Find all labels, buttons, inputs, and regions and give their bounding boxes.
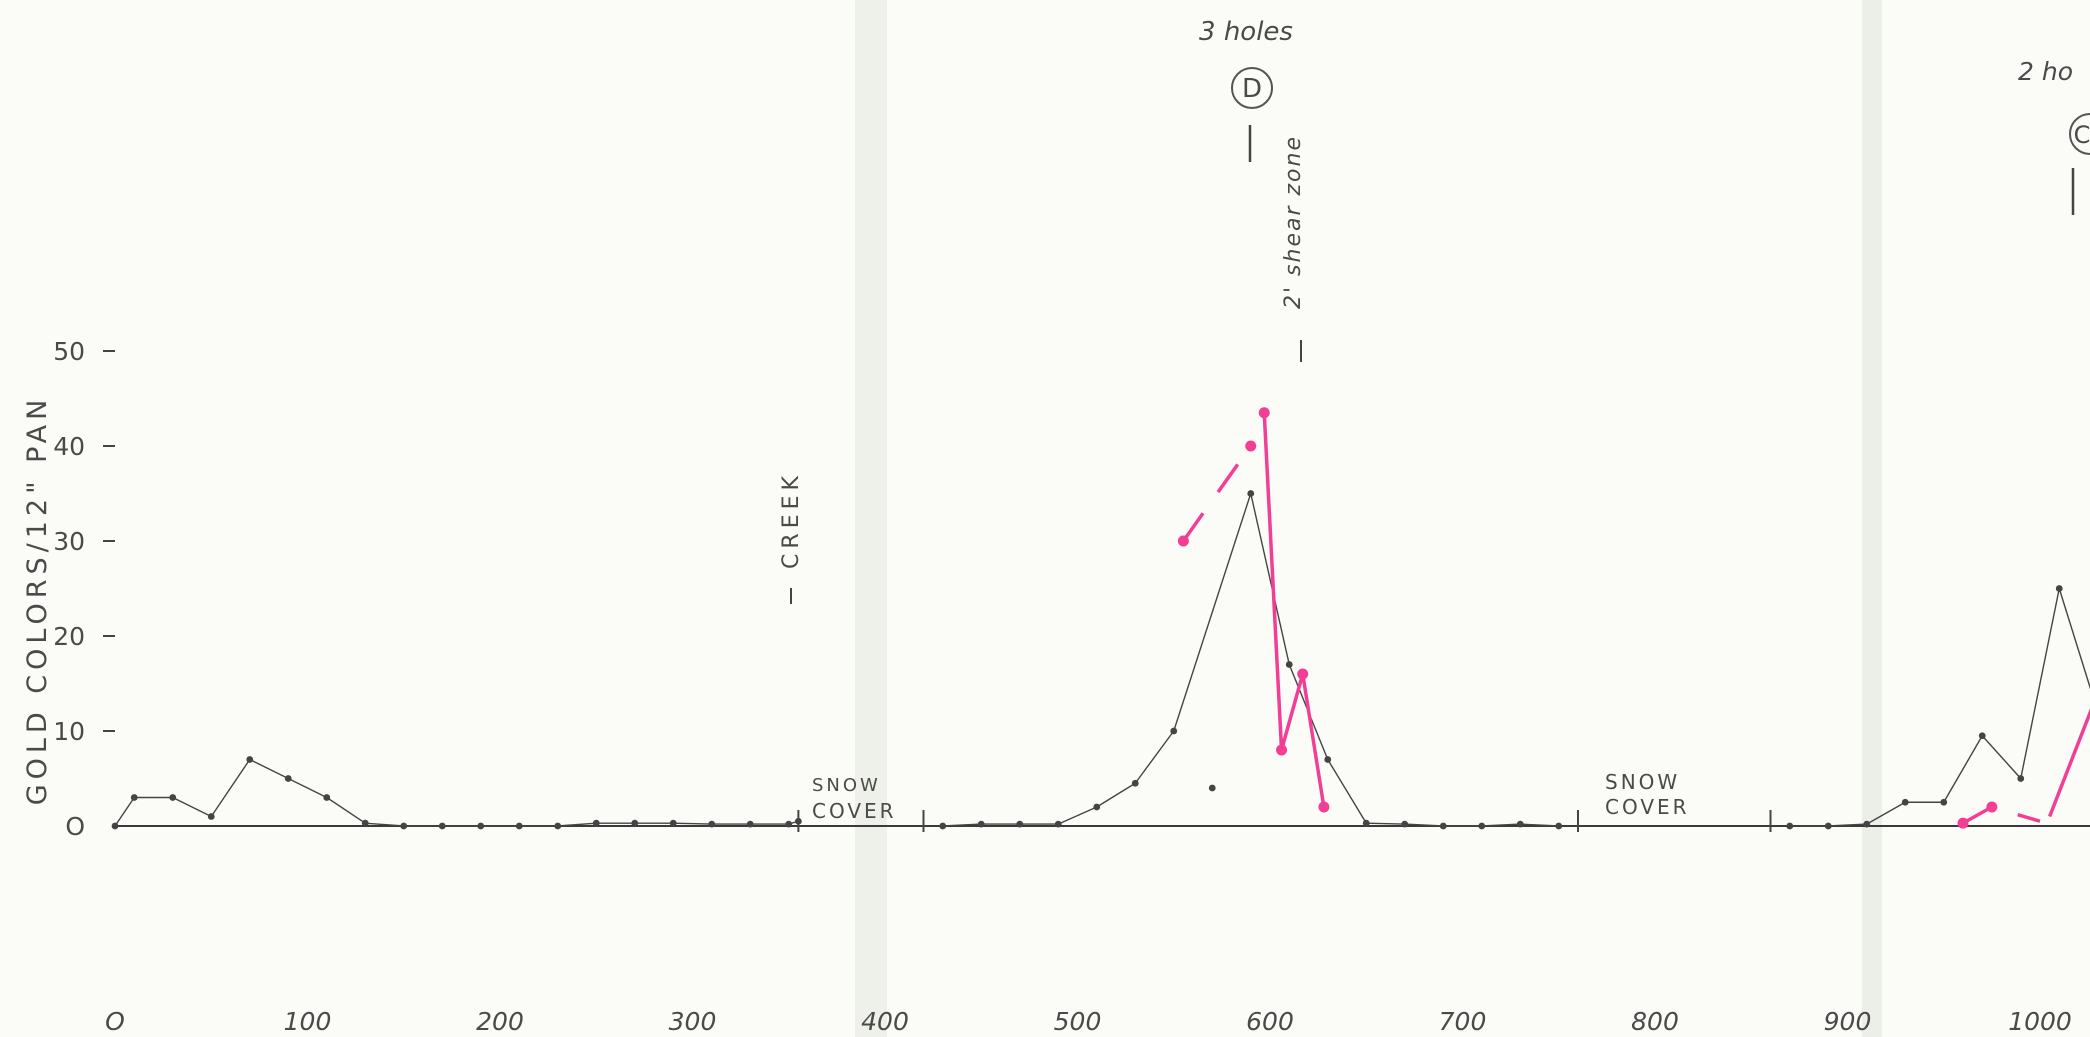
black-data-point bbox=[1978, 732, 1986, 740]
black-data-point bbox=[284, 775, 292, 782]
black-data-point bbox=[631, 819, 639, 827]
black-data-point bbox=[400, 822, 408, 830]
annotation-circle-d bbox=[1231, 67, 1273, 109]
black-data-point bbox=[1285, 661, 1293, 668]
y-axis-title: GOLD COLORS/12" PAN bbox=[22, 395, 53, 806]
black-data-point bbox=[2017, 775, 2025, 782]
pink-data-point bbox=[1297, 668, 1309, 680]
y-tick-label: 40 bbox=[53, 432, 85, 461]
x-tick-label: O bbox=[105, 1007, 125, 1036]
y-tick-label: 50 bbox=[53, 337, 85, 366]
series-layer bbox=[111, 407, 2090, 830]
annotation-holes-d: 3 holes bbox=[1199, 17, 1293, 47]
black-data-point bbox=[794, 817, 802, 825]
black-data-point bbox=[1131, 779, 1139, 787]
pink-series-line bbox=[2047, 708, 2090, 818]
black-data-point bbox=[1170, 727, 1178, 735]
x-tick-label: 400 bbox=[861, 1007, 909, 1036]
annotation-d-label: D bbox=[1242, 74, 1262, 104]
black-data-point bbox=[361, 819, 369, 827]
black-data-point bbox=[1093, 803, 1101, 811]
annotation-holes-c: 2 ho bbox=[2018, 57, 2073, 86]
x-tick-label: 300 bbox=[669, 1007, 717, 1036]
pink-data-point bbox=[1957, 817, 1969, 829]
black-data-point bbox=[554, 822, 562, 830]
x-tick-label: 800 bbox=[1631, 1007, 1679, 1036]
black-data-point bbox=[1054, 820, 1062, 828]
black-data-point bbox=[708, 820, 716, 828]
y-tick-label: O bbox=[65, 812, 85, 841]
annotation-c-label: C bbox=[2074, 121, 2090, 149]
x-tick-label: 500 bbox=[1054, 1007, 1102, 1036]
pink-series-line bbox=[1262, 412, 1326, 808]
paper-fold-shade bbox=[855, 0, 887, 1037]
annotation-creek: CREEK bbox=[779, 471, 804, 569]
black-data-point bbox=[669, 819, 677, 827]
black-data-point bbox=[746, 820, 754, 828]
black-data-point bbox=[1786, 822, 1794, 830]
black-data-point bbox=[1016, 820, 1024, 828]
x-tick-label: 700 bbox=[1439, 1007, 1487, 1036]
black-data-point bbox=[1401, 820, 1409, 828]
black-data-point bbox=[323, 794, 331, 801]
annotation-circle-c bbox=[2069, 113, 2090, 155]
annotation-cover-1: COVER bbox=[812, 799, 897, 823]
black-data-point bbox=[785, 820, 793, 828]
black-data-point bbox=[438, 822, 446, 830]
black-series-line bbox=[1789, 587, 2090, 827]
pink-data-point bbox=[1318, 801, 1330, 813]
black-data-point bbox=[515, 822, 523, 830]
black-data-point bbox=[246, 756, 254, 763]
pink-data-point bbox=[1986, 801, 1998, 813]
black-data-point bbox=[111, 822, 119, 830]
y-tick-label: 10 bbox=[53, 717, 85, 746]
x-tick-label: 600 bbox=[1246, 1007, 1294, 1036]
black-data-point bbox=[1824, 822, 1832, 830]
y-tick-label: 20 bbox=[53, 622, 85, 651]
black-data-point bbox=[592, 819, 600, 827]
black-data-point bbox=[939, 822, 947, 830]
pink-data-point bbox=[1245, 440, 1257, 452]
black-data-point bbox=[207, 813, 215, 820]
black-data-point bbox=[977, 820, 985, 828]
black-data-point bbox=[169, 794, 177, 801]
pink-data-point bbox=[1258, 407, 1270, 419]
pink-series-line bbox=[1962, 805, 2041, 825]
annotation-shear-zone: 2' shear zone bbox=[1281, 135, 1306, 309]
black-data-point bbox=[2055, 585, 2063, 592]
x-tick-label: 900 bbox=[1824, 1007, 1872, 1036]
black-data-point bbox=[130, 794, 138, 801]
black-data-point bbox=[1439, 822, 1447, 830]
pink-data-point bbox=[1276, 744, 1288, 756]
x-tick-label: 200 bbox=[476, 1007, 524, 1036]
y-tick-label: 30 bbox=[53, 527, 85, 556]
annotation-snow-2: SNOW bbox=[1605, 770, 1680, 794]
black-data-point bbox=[1901, 798, 1909, 806]
black-data-point bbox=[1555, 822, 1563, 830]
black-data-point bbox=[1362, 819, 1370, 827]
y-ticks: O 10 20 30 40 50 bbox=[53, 337, 115, 841]
paper-fold-shade bbox=[1862, 0, 1882, 1037]
black-data-point bbox=[1324, 756, 1332, 763]
annotation-cover-2: COVER bbox=[1605, 795, 1690, 819]
black-data-point bbox=[1516, 820, 1524, 828]
x-tick-label: 1000 bbox=[2008, 1007, 2072, 1036]
x-ticks: O 100 200 300 400 500 600 700 800 900 1000 bbox=[105, 1007, 2072, 1036]
black-data-point bbox=[1478, 822, 1486, 830]
black-data-point bbox=[477, 822, 485, 830]
black-data-point bbox=[1863, 820, 1871, 828]
black-series-line bbox=[114, 758, 799, 827]
black-data-point bbox=[1247, 490, 1255, 497]
pink-data-point bbox=[1177, 535, 1189, 547]
black-series-line bbox=[942, 492, 1559, 827]
black-data-point bbox=[1940, 798, 1948, 806]
black-data-point bbox=[1208, 784, 1216, 792]
annotation-snow-1: SNOW bbox=[812, 775, 881, 796]
x-tick-label: 100 bbox=[284, 1007, 332, 1036]
pink-series-line bbox=[1181, 444, 1253, 543]
